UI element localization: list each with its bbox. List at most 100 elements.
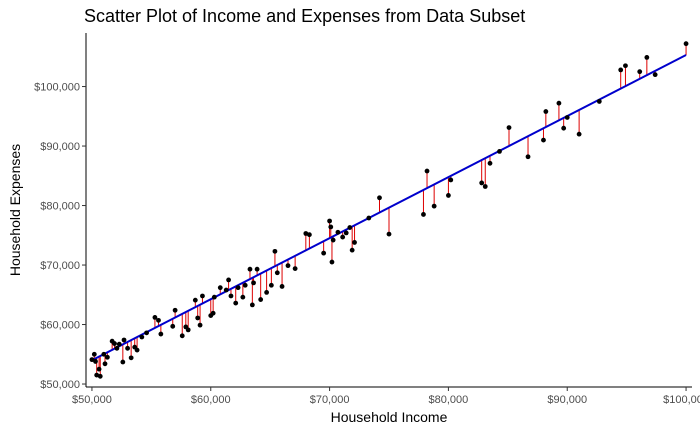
x-axis-title: Household Income [331, 409, 448, 425]
data-point-10 [112, 341, 117, 346]
data-point-67 [349, 247, 355, 253]
data-point-8 [104, 354, 110, 360]
data-point-32 [200, 293, 205, 299]
data-point-5 [97, 373, 103, 379]
residual-lines [91, 43, 687, 377]
y-axis-title: Household Expenses [7, 144, 23, 276]
data-point-82 [525, 154, 531, 160]
data-point-65 [343, 230, 349, 236]
data-point-14 [121, 337, 127, 343]
data-point-35 [211, 294, 217, 300]
data-point-40 [233, 300, 239, 306]
regression-line [91, 54, 687, 362]
y-tick-label: $60,000 [40, 320, 80, 332]
data-point-42 [240, 294, 246, 300]
data-point-41 [235, 285, 241, 291]
data-point-29 [192, 297, 198, 303]
data-point-90 [618, 67, 624, 73]
data-point-87 [564, 115, 570, 120]
data-point-62 [330, 237, 336, 243]
data-point-55 [292, 266, 298, 272]
data-point-2 [93, 359, 98, 364]
x-tick-label: $70,000 [310, 394, 350, 406]
data-point-80 [497, 148, 502, 154]
data-point-89 [596, 99, 602, 104]
data-point-79 [487, 160, 493, 166]
x-tick-label: $60,000 [191, 394, 231, 406]
data-point-6 [101, 351, 107, 357]
x-tick-label: $100,000 [663, 394, 700, 406]
data-points [89, 41, 689, 379]
data-point-86 [561, 125, 567, 131]
data-point-53 [279, 284, 285, 289]
chart-title: Scatter Plot of Income and Expenses from… [84, 6, 526, 26]
data-point-36 [217, 285, 223, 291]
data-point-25 [172, 307, 178, 313]
data-point-16 [128, 355, 134, 361]
data-point-72 [421, 212, 426, 217]
data-point-58 [321, 250, 327, 256]
data-point-60 [328, 224, 334, 230]
data-point-91 [623, 63, 628, 69]
data-point-92 [637, 69, 643, 75]
data-point-52 [274, 270, 280, 276]
data-point-28 [185, 327, 191, 333]
data-point-1 [91, 351, 97, 357]
data-point-47 [254, 266, 260, 272]
data-point-43 [242, 282, 248, 288]
data-point-69 [366, 215, 372, 221]
data-point-88 [576, 131, 582, 137]
data-point-15 [125, 345, 130, 351]
data-point-23 [158, 331, 164, 337]
data-point-37 [223, 287, 229, 293]
x-tick-label: $90,000 [547, 394, 587, 406]
data-point-18 [134, 347, 140, 353]
data-point-57 [306, 232, 312, 238]
y-tick-label: $50,000 [40, 379, 80, 391]
data-point-74 [431, 203, 437, 209]
data-point-78 [482, 184, 488, 189]
data-point-76 [448, 177, 454, 183]
data-point-49 [264, 290, 270, 295]
data-point-12 [116, 341, 122, 347]
data-point-77 [479, 180, 485, 186]
data-point-71 [386, 231, 392, 237]
x-tick-label: $50,000 [72, 394, 112, 406]
data-point-84 [543, 109, 549, 114]
data-point-95 [683, 41, 689, 47]
data-point-19 [139, 334, 145, 340]
data-point-24 [170, 323, 176, 329]
x-axis-ticks: $50,000 $60,000 $70,000 $80,000 $90,000 $100,… [72, 387, 700, 406]
data-point-93 [644, 54, 650, 60]
data-point-68 [352, 240, 357, 245]
data-point-50 [268, 282, 274, 288]
data-point-13 [120, 359, 126, 365]
data-point-85 [556, 100, 562, 106]
data-point-11 [114, 345, 120, 351]
data-point-34 [210, 310, 216, 316]
data-point-70 [377, 195, 382, 201]
data-point-64 [340, 234, 346, 240]
data-point-7 [102, 361, 108, 367]
data-point-59 [327, 218, 332, 224]
x-tick-label: $80,000 [429, 394, 469, 406]
y-tick-label: $80,000 [40, 201, 80, 213]
data-point-22 [156, 317, 161, 323]
data-point-38 [226, 277, 231, 283]
data-point-83 [541, 137, 546, 143]
data-point-0 [89, 357, 95, 363]
data-point-46 [251, 280, 256, 286]
data-point-51 [272, 248, 278, 254]
data-point-44 [247, 266, 253, 272]
y-axis-ticks: $50,000 $60,000 $70,000 $80,000 $90,000 $100,… [34, 82, 86, 391]
data-point-73 [424, 168, 430, 174]
data-point-39 [228, 293, 234, 299]
data-point-45 [249, 302, 255, 308]
y-tick-label: $100,000 [34, 82, 80, 94]
data-point-4 [96, 366, 102, 372]
y-tick-label: $70,000 [40, 260, 80, 272]
data-point-63 [335, 229, 341, 235]
y-tick-label: $90,000 [40, 141, 80, 153]
data-point-31 [197, 322, 203, 328]
